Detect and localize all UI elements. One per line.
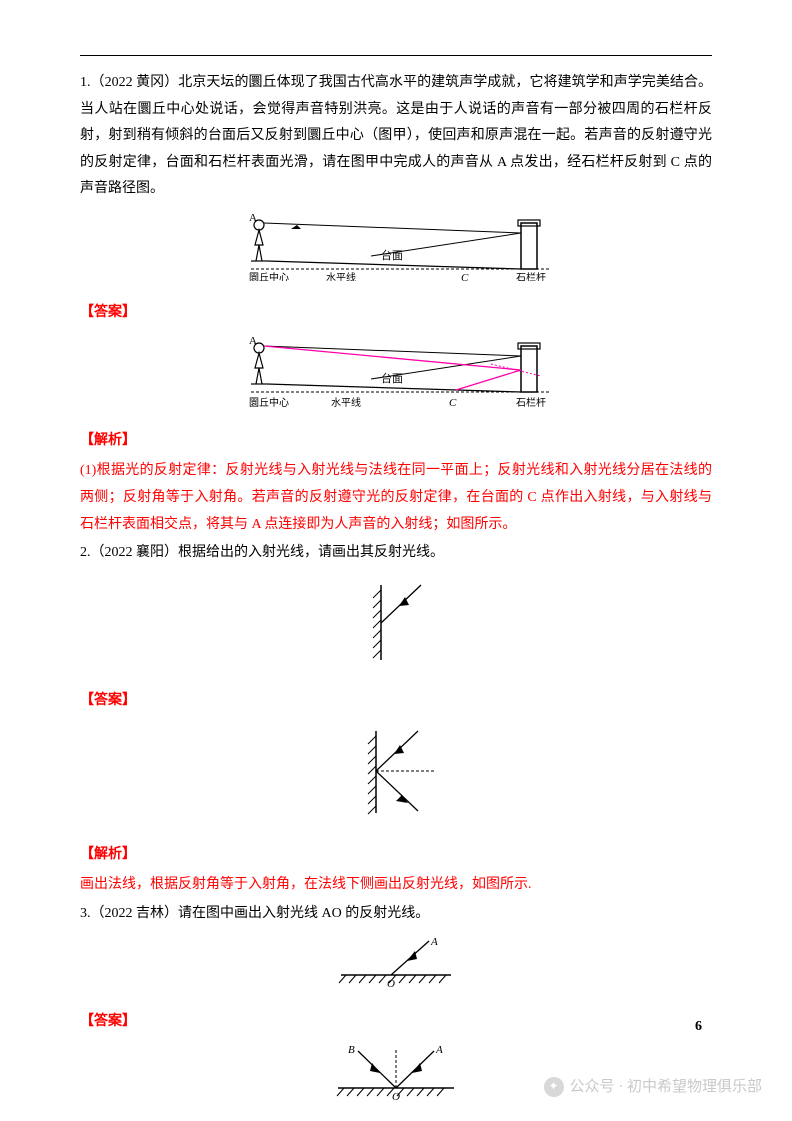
q2-answer-label: 【答案】 xyxy=(80,688,712,715)
svg-text:圜丘中心: 圜丘中心 xyxy=(249,396,289,409)
q1-answer-label: 【答案】 xyxy=(80,300,712,327)
footer-text: 公众号 · 初中希望物理俱乐部 xyxy=(570,1073,763,1102)
svg-text:水平线: 水平线 xyxy=(326,271,356,281)
q1-explain-text: (1)根据光的反射定律：反射光线与入射光线与法线在同一平面上；反射光线和入射光线… xyxy=(80,458,712,538)
footer: ✦ 公众号 · 初中希望物理俱乐部 xyxy=(544,1073,763,1102)
q1-figure-1: A 台面 圜丘中心 水平线 C 石栏杆 xyxy=(80,211,712,292)
svg-text:C: C xyxy=(449,397,457,409)
svg-text:石栏杆: 石栏杆 xyxy=(516,271,546,281)
q1-figure-2: A 台面 圜丘中心 水平线 C 石栏杆 xyxy=(80,334,712,420)
q2-figure-1 xyxy=(80,575,712,681)
svg-text:石栏杆: 石栏杆 xyxy=(516,396,546,409)
svg-text:圜丘中心: 圜丘中心 xyxy=(249,271,289,281)
wechat-icon: ✦ xyxy=(544,1077,564,1097)
q2-explain-text: 画出法线，根据反射角等于入射角，在法线下侧画出反射光线，如图所示. xyxy=(80,872,712,899)
q2-text: 2.（2022 襄阳）根据给出的入射光线，请画出其反射光线。 xyxy=(80,540,712,567)
svg-text:O: O xyxy=(387,978,395,990)
svg-text:台面: 台面 xyxy=(381,371,403,385)
svg-text:台面: 台面 xyxy=(381,248,403,262)
page-number: 6 xyxy=(695,1014,702,1041)
svg-text:O: O xyxy=(392,1091,400,1103)
svg-text:B: B xyxy=(348,1044,355,1056)
q2-figure-2 xyxy=(80,723,712,834)
q1-explain-label: 【解析】 xyxy=(80,428,712,455)
q2-explain-label: 【解析】 xyxy=(80,842,712,869)
svg-text:水平线: 水平线 xyxy=(331,396,361,409)
q3-figure-1: A O xyxy=(80,935,712,1001)
q3-answer-label: 【答案】 xyxy=(80,1009,712,1036)
svg-text:A: A xyxy=(430,936,438,948)
svg-text:A: A xyxy=(249,335,257,347)
q1-text: 1.（2022 黄冈）北京天坛的圜丘体现了我国古代高水平的建筑声学成就，它将建筑… xyxy=(80,70,712,203)
svg-text:A: A xyxy=(435,1044,443,1056)
page-content: 1.（2022 黄冈）北京天坛的圜丘体现了我国古代高水平的建筑声学成就，它将建筑… xyxy=(80,70,712,1114)
svg-text:C: C xyxy=(461,272,469,281)
svg-text:A: A xyxy=(249,212,257,224)
q3-text: 3.（2022 吉林）请在图中画出入射光线 AO 的反射光线。 xyxy=(80,901,712,928)
